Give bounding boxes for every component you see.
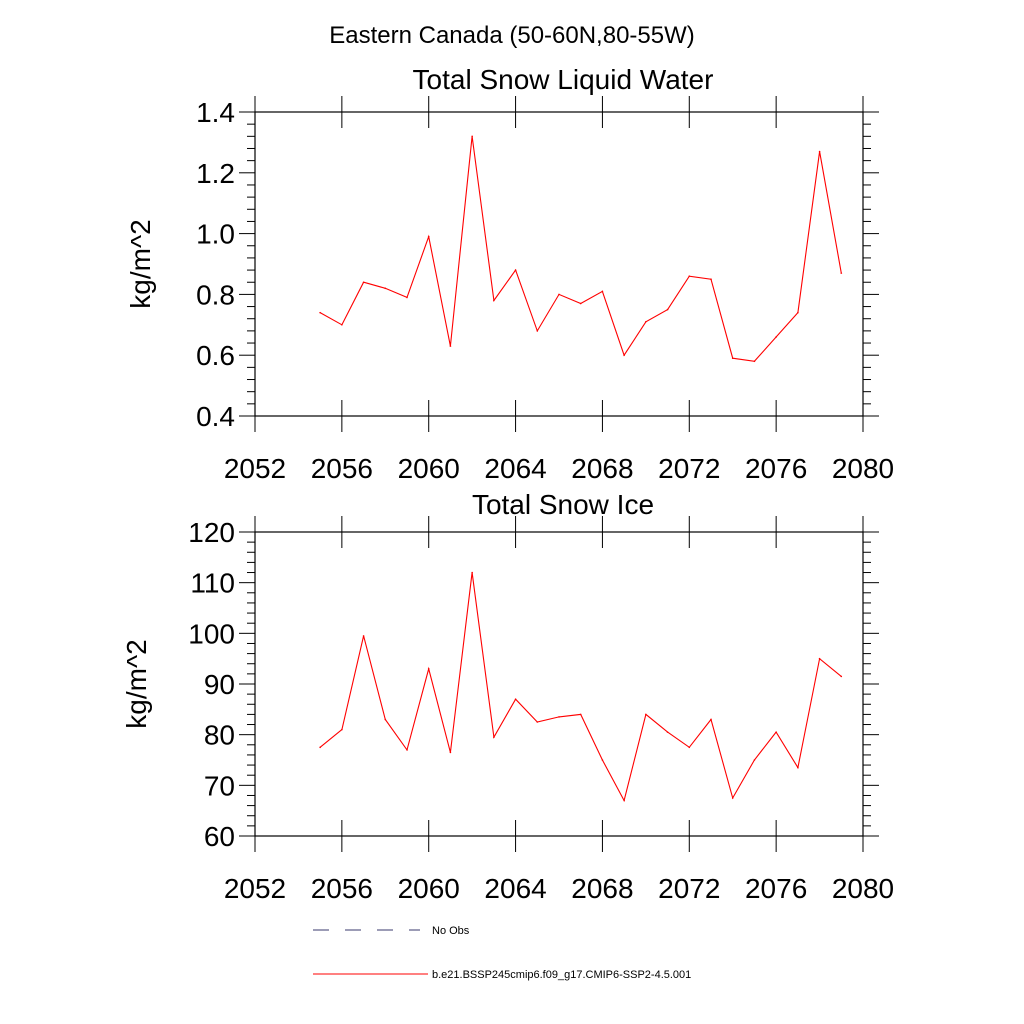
data-point-2060: [427, 235, 430, 238]
series-line: [319, 136, 842, 362]
data-point-2065: [536, 330, 539, 332]
data-point-2079: [840, 272, 843, 274]
y-tick-label: 1.2: [196, 158, 235, 189]
data-point-2067: [579, 302, 582, 305]
y-tick-label: 60: [204, 821, 235, 852]
x-tick-label: 2052: [224, 873, 286, 904]
data-point-2078: [818, 150, 821, 153]
data-point-2074: [731, 357, 734, 360]
data-point-2064: [514, 269, 517, 271]
data-point-2056: [341, 324, 343, 326]
plot-frame: [254, 531, 864, 837]
data-point-2062: [471, 135, 473, 138]
data-point-2075: [753, 759, 756, 761]
data-point-2056: [341, 728, 343, 731]
y-tick-label: 1.4: [196, 97, 235, 128]
data-point-2068: [601, 290, 604, 293]
data-point-2073: [710, 718, 712, 721]
y-tick-label: 90: [204, 669, 235, 700]
x-tick-label: 2060: [398, 873, 460, 904]
x-tick-label: 2064: [484, 873, 546, 904]
data-point-2070: [645, 320, 647, 323]
x-tick-label: 2060: [398, 453, 460, 484]
data-point-2063: [493, 299, 495, 302]
data-point-2062: [471, 571, 473, 574]
data-point-2071: [666, 308, 669, 311]
data-point-2061: [449, 751, 452, 754]
data-point-2071: [666, 731, 669, 733]
y-axis-label: kg/m^2: [121, 639, 152, 728]
x-tick-label: 2072: [658, 873, 720, 904]
y-axis-label: kg/m^2: [125, 219, 156, 308]
legend-label-model-run: b.e21.BSSP245cmip6.f09_g17.CMIP6-SSP2-4.…: [432, 969, 691, 981]
data-point-2057: [362, 635, 365, 637]
panel-title: Total Snow Liquid Water: [413, 64, 714, 95]
data-point-2058: [384, 287, 387, 290]
y-tick-label: 0.4: [196, 401, 235, 432]
data-point-2068: [601, 759, 604, 761]
data-point-2059: [406, 296, 408, 299]
data-point-2076: [775, 731, 777, 733]
x-tick-label: 2056: [311, 873, 373, 904]
data-point-2066: [558, 716, 560, 718]
legend: No Obs b.e21.BSSP245cmip6.f09_g17.CMIP6-…: [313, 925, 691, 981]
x-tick-label: 2068: [571, 453, 633, 484]
data-point-2072: [688, 746, 691, 749]
data-point-2069: [623, 799, 625, 802]
series-line: [319, 572, 842, 803]
data-point-2077: [797, 311, 799, 314]
x-tick-label: 2080: [832, 873, 894, 904]
data-point-2055: [319, 746, 321, 749]
y-tick-label: 70: [204, 770, 235, 801]
data-point-2063: [493, 736, 495, 738]
data-point-2058: [384, 718, 387, 721]
data-point-2075: [753, 360, 756, 363]
x-tick-label: 2064: [484, 453, 546, 484]
y-tick-label: 110: [190, 568, 235, 599]
x-tick-label: 2056: [311, 453, 373, 484]
data-point-2072: [688, 275, 691, 277]
legend-label-no-obs: No Obs: [432, 925, 470, 937]
panel-title: Total Snow Ice: [472, 489, 654, 520]
x-tick-label: 2072: [658, 453, 720, 484]
data-point-2073: [710, 278, 712, 281]
data-point-2078: [818, 657, 821, 660]
y-tick-label: 0.6: [196, 340, 235, 371]
x-tick-label: 2052: [224, 453, 286, 484]
x-tick-label: 2076: [745, 453, 807, 484]
data-point-2070: [645, 713, 647, 716]
data-point-2077: [797, 766, 799, 769]
panel-snow-ice: Total Snow Ice kg/m^2 2052 2056 2060 2064 2068…: [121, 489, 894, 904]
y-tick-label: 100: [188, 618, 235, 649]
data-point-2059: [406, 749, 408, 751]
figure-title: Eastern Canada (50-60N,80-55W): [329, 22, 695, 49]
data-point-2067: [579, 713, 582, 716]
plot-frame: [254, 111, 864, 417]
data-point-2066: [558, 293, 560, 296]
data-point-2074: [731, 797, 734, 799]
data-point-2055: [319, 311, 321, 314]
x-tick-label: 2080: [832, 453, 894, 484]
data-point-2079: [840, 675, 843, 678]
data-point-2069: [623, 354, 625, 357]
data-point-2057: [362, 281, 365, 284]
y-tick-label: 120: [188, 517, 235, 548]
x-tick-label: 2076: [745, 873, 807, 904]
y-tick-label: 0.8: [196, 279, 235, 310]
data-point-2060: [427, 668, 430, 670]
data-point-2061: [449, 345, 452, 347]
y-tick-label: 80: [204, 720, 235, 751]
x-tick-label: 2068: [571, 873, 633, 904]
data-point-2064: [514, 698, 517, 700]
y-tick-label: 1.0: [196, 219, 235, 250]
data-point-2076: [775, 336, 777, 338]
data-point-2065: [536, 721, 539, 723]
panel-snow-liquid-water: Total Snow Liquid Water kg/m^2 2052 2056 206…: [125, 64, 894, 484]
